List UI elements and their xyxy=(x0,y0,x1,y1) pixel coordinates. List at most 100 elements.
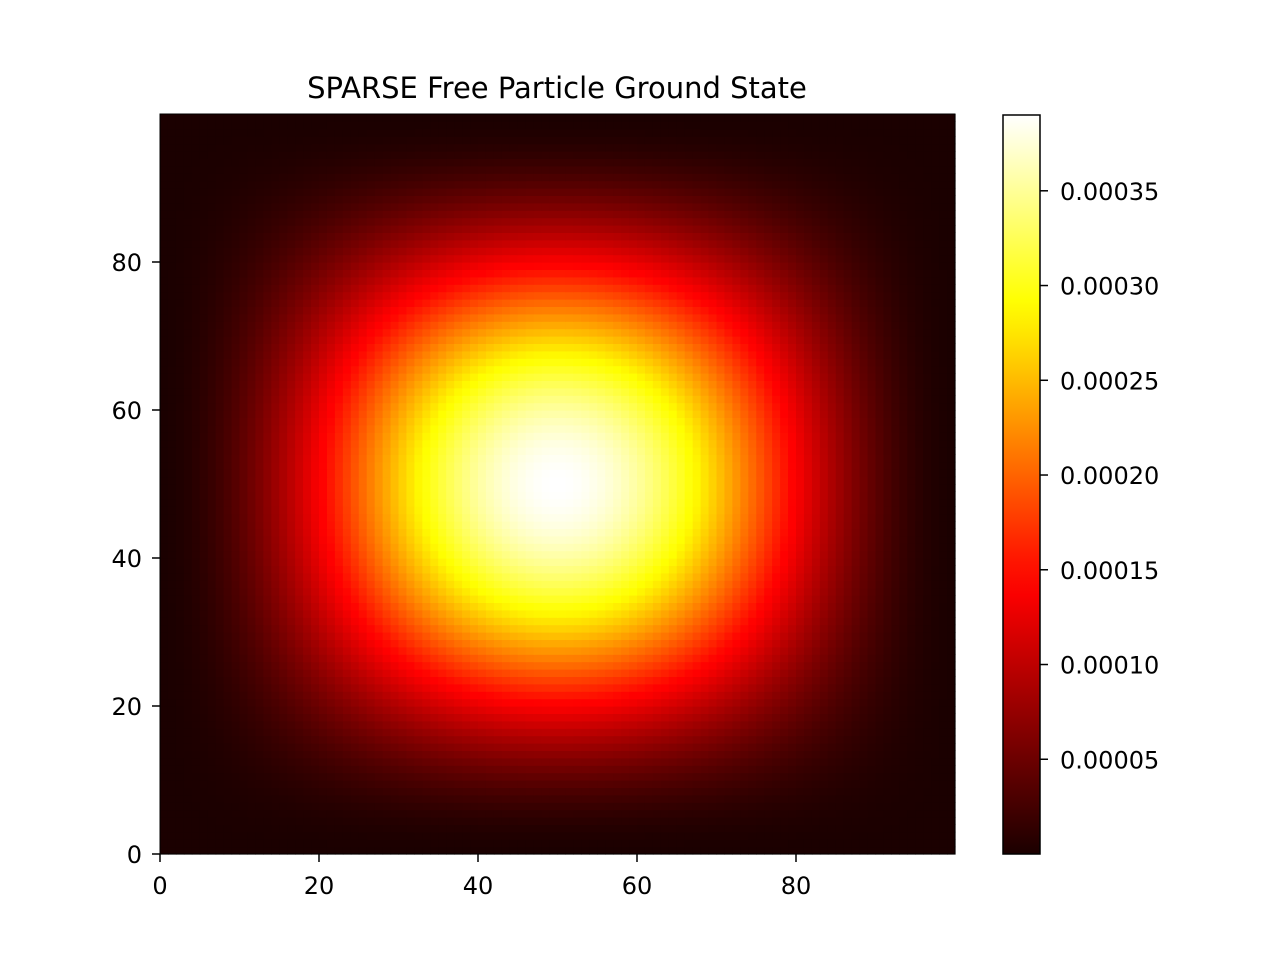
heatmap-cell xyxy=(867,513,877,522)
heatmap-cell xyxy=(199,617,209,626)
heatmap-cell xyxy=(231,639,241,648)
heatmap-cell xyxy=(509,484,519,492)
heatmap-cell xyxy=(684,654,694,663)
heatmap-cell xyxy=(772,506,781,515)
heatmap-cell xyxy=(835,661,845,670)
heatmap-cell xyxy=(748,661,757,670)
heatmap-cell xyxy=(549,528,559,537)
heatmap-cell xyxy=(867,780,877,788)
heatmap-cell xyxy=(374,639,384,648)
heatmap-cell xyxy=(915,528,924,537)
heatmap-cell xyxy=(501,765,511,774)
heatmap-cell xyxy=(501,824,511,833)
heatmap-cell xyxy=(947,794,956,803)
heatmap-cell xyxy=(644,720,654,729)
heatmap-cell xyxy=(478,595,487,603)
heatmap-cell xyxy=(780,639,789,648)
heatmap-cell xyxy=(509,646,519,655)
heatmap-cell xyxy=(684,787,694,796)
heatmap-cell xyxy=(557,676,567,685)
heatmap-cell xyxy=(668,735,678,744)
heatmap-cell xyxy=(167,565,177,574)
heatmap-cell xyxy=(859,683,869,692)
heatmap-cell xyxy=(613,750,622,759)
heatmap-cell xyxy=(605,772,614,781)
heatmap-cell xyxy=(358,646,368,655)
heatmap-cell xyxy=(191,558,201,566)
heatmap-cell xyxy=(613,787,622,796)
heatmap-cell xyxy=(231,506,241,515)
heatmap-cell xyxy=(676,654,686,663)
heatmap-cell xyxy=(454,831,463,840)
heatmap-cell xyxy=(724,683,733,692)
heatmap-cell xyxy=(247,698,256,707)
heatmap-cell xyxy=(732,802,741,811)
heatmap-cell xyxy=(485,639,495,648)
heatmap-cell xyxy=(931,587,940,596)
heatmap-cell xyxy=(811,617,821,626)
heatmap-cell xyxy=(160,720,169,729)
heatmap-cell xyxy=(708,632,718,640)
heatmap-cell xyxy=(684,735,694,744)
heatmap-cell xyxy=(175,720,185,729)
heatmap-cell xyxy=(875,698,885,707)
heatmap-cell xyxy=(263,669,272,677)
heatmap-cell xyxy=(652,765,662,774)
heatmap-cell xyxy=(644,513,654,522)
heatmap-cell xyxy=(843,802,853,811)
heatmap-cell xyxy=(827,661,837,670)
heatmap-cell xyxy=(740,772,749,781)
heatmap-cell xyxy=(334,772,344,781)
heatmap-cell xyxy=(207,735,217,744)
heatmap-cell xyxy=(732,565,741,574)
heatmap-cell xyxy=(716,558,726,566)
heatmap-cell xyxy=(509,735,519,744)
heatmap-cell xyxy=(629,735,638,744)
heatmap-cell xyxy=(541,817,551,825)
heatmap-cell xyxy=(692,691,702,700)
heatmap-cell xyxy=(652,580,662,589)
heatmap-cell xyxy=(271,780,280,788)
heatmap-cell xyxy=(939,491,948,500)
heatmap-cell xyxy=(342,484,352,492)
heatmap-cell xyxy=(899,683,908,692)
heatmap-cell xyxy=(660,550,670,559)
heatmap-cell xyxy=(462,572,471,581)
heatmap-cell xyxy=(668,757,678,766)
heatmap-cell xyxy=(414,831,423,840)
heatmap-cell xyxy=(851,824,861,833)
heatmap-cell xyxy=(835,498,845,507)
heatmap-cell xyxy=(541,728,551,737)
heatmap-cell xyxy=(867,639,877,648)
heatmap-cell xyxy=(589,720,598,729)
heatmap-cell xyxy=(239,661,249,670)
heatmap-cell xyxy=(851,757,861,766)
heatmap-cell xyxy=(160,683,169,692)
heatmap-cell xyxy=(716,506,726,515)
heatmap-cell xyxy=(692,824,702,833)
heatmap-cell xyxy=(430,535,439,544)
heatmap-cell xyxy=(207,646,217,655)
heatmap-cell xyxy=(311,757,320,766)
heatmap-cell xyxy=(859,713,869,722)
heatmap-cell xyxy=(931,595,940,603)
heatmap-cell xyxy=(827,595,837,603)
heatmap-cell xyxy=(700,720,710,729)
heatmap-cell xyxy=(780,646,789,655)
heatmap-cell xyxy=(748,676,757,685)
heatmap-cell xyxy=(231,617,241,626)
heatmap-cell xyxy=(207,506,217,515)
heatmap-cell xyxy=(811,572,821,581)
heatmap-cell xyxy=(557,595,567,603)
heatmap-cell xyxy=(700,676,710,685)
heatmap-cell xyxy=(279,757,288,766)
heatmap-cell xyxy=(414,683,423,692)
heatmap-cell xyxy=(231,787,241,796)
heatmap-cell xyxy=(557,558,567,566)
heatmap-cell xyxy=(811,802,821,811)
heatmap-cell xyxy=(207,565,217,574)
heatmap-cell xyxy=(358,617,368,626)
heatmap-cell xyxy=(676,772,686,781)
heatmap-cell xyxy=(573,646,582,655)
heatmap-cell xyxy=(613,609,622,618)
